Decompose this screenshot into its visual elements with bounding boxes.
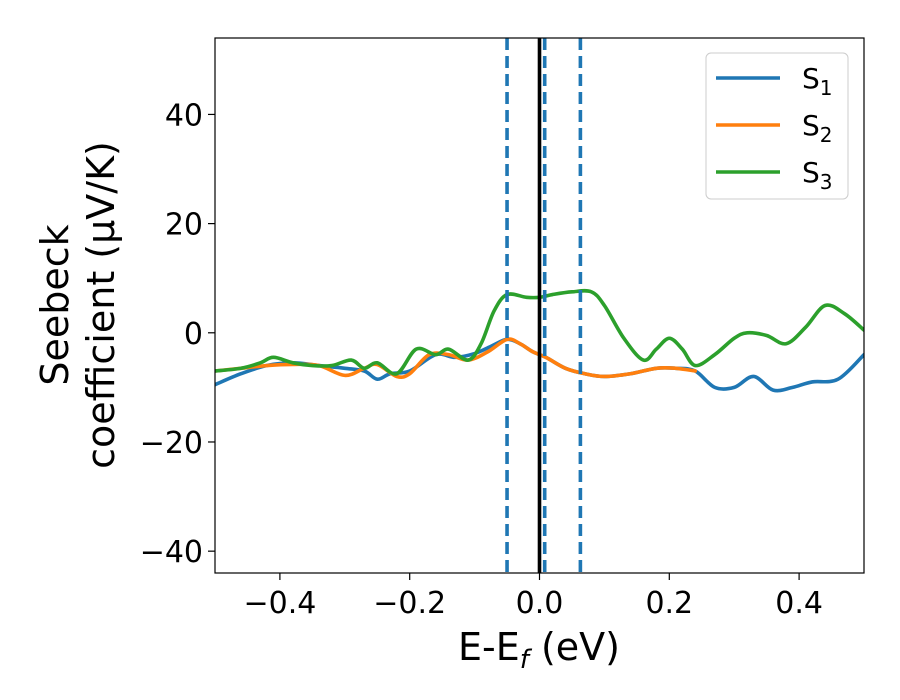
x-tick-label: −0.4 [243,586,316,621]
y-tick-label: −40 [140,535,203,570]
legend-label-S1: S1 [802,62,833,100]
y-tick-label: 0 [184,317,203,352]
y-axis: −40 −20 0 20 40 [140,98,215,570]
x-tick-label: 0.0 [516,586,564,621]
x-tick-label: 0.4 [775,586,823,621]
y-tick-label: 40 [165,98,203,133]
y-tick-label: 20 [165,208,203,243]
legend: S1 S2 S3 [705,52,849,200]
plot-area [215,38,864,573]
y-axis-label: Seebeck coefficient (μV/K) [33,141,123,469]
y-axis-label-line2: coefficient (μV/K) [79,141,123,469]
legend-label-S2: S2 [802,109,833,147]
x-axis-label: E-Ef (eV) [458,625,620,675]
y-axis-label-line1: Seebeck [33,224,77,385]
legend-label-S3: S3 [802,156,833,194]
x-tick-label: 0.2 [645,586,693,621]
x-tick-label: −0.2 [373,586,446,621]
x-axis: −0.4 −0.2 0.0 0.2 0.4 [243,573,823,621]
y-tick-label: −20 [140,426,203,461]
